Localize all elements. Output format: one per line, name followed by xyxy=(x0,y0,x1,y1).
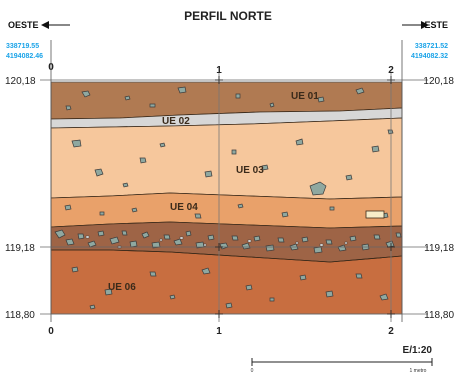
coord-left-x: 338719.55 xyxy=(6,43,39,50)
stones-ue01 xyxy=(65,86,365,111)
elevation-label-right-top: 120,18 xyxy=(423,76,454,87)
direction-east-label: ESTE xyxy=(424,20,448,30)
coord-right-y: 4194082.32 xyxy=(411,53,448,60)
unit-label-ue03: UE 03 xyxy=(236,165,264,176)
unit-label-ue06: UE 06 xyxy=(108,282,136,293)
layer-ue04 xyxy=(51,192,402,229)
unit-label-ue04: UE 04 xyxy=(170,202,198,213)
stones-ue06 xyxy=(71,266,389,310)
scale-end-label: 1 metro xyxy=(410,368,427,374)
elevation-label-left-mid: 119,18 xyxy=(5,243,35,254)
scale-bar xyxy=(251,358,433,366)
grid-label-bottom-1: 1 xyxy=(216,326,222,337)
coord-right-x: 338721.52 xyxy=(415,43,448,50)
scale-start-label: 0 xyxy=(251,368,254,374)
elevation-label-left-bottom: 118,80 xyxy=(5,310,35,321)
coord-left-y: 4194082.46 xyxy=(6,53,43,60)
elevation-label-left-top: 120,18 xyxy=(5,76,36,87)
layer-ue03 xyxy=(51,117,402,200)
drawing-title: PERFIL NORTE xyxy=(184,9,272,23)
light-inclusion xyxy=(365,210,385,219)
grid-label-bottom-2: 2 xyxy=(388,326,394,337)
grid-crosses xyxy=(215,76,395,318)
direction-west-label: OESTE xyxy=(8,20,39,30)
stratigraphic-section xyxy=(51,82,402,314)
grid-label-top-2: 2 xyxy=(388,65,394,76)
elevation-label-right-mid: 119,18 xyxy=(424,243,454,254)
stones-band xyxy=(54,229,402,254)
stones-ue04 xyxy=(64,203,389,219)
stones-ue03 xyxy=(71,129,394,196)
grid-label-bottom-0: 0 xyxy=(48,326,54,337)
unit-label-ue01: UE 01 xyxy=(291,91,319,102)
unit-label-ue02: UE 02 xyxy=(162,116,190,127)
scale-label: E/1:20 xyxy=(403,345,433,356)
elevation-label-right-bottom: 118,80 xyxy=(424,310,454,321)
grid-label-top-1: 1 xyxy=(216,65,222,76)
white-inclusions xyxy=(85,235,348,249)
